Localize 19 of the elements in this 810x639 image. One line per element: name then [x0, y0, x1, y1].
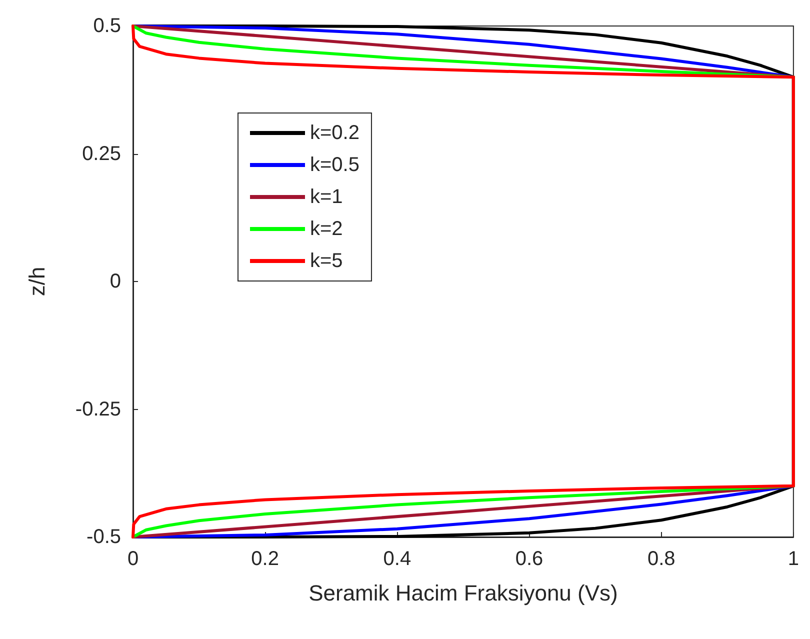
x-tick-label: 1: [788, 548, 799, 570]
y-tick-label: 0: [110, 270, 121, 292]
x-tick-label: 0: [127, 548, 139, 570]
legend-label: k=1: [310, 186, 343, 208]
legend-label: k=0.5: [310, 154, 360, 176]
legend-label: k=0.2: [310, 122, 360, 144]
y-tick-label: -0.5: [86, 526, 121, 548]
line-series: [132, 24, 795, 538]
legend-label: k=5: [310, 250, 343, 272]
x-tick-label: 0.2: [251, 548, 279, 570]
x-tick-label: 0.8: [647, 548, 676, 570]
legend-label: k=2: [310, 218, 343, 240]
x-tick-label: 0.4: [383, 548, 412, 570]
x-tick-label: 0.6: [515, 548, 544, 570]
y-tick-label: 0.25: [82, 142, 121, 165]
y-axis-title: z/h: [24, 266, 50, 296]
x-axis-title: Seramik Hacim Fraksiyonu (Vs): [308, 580, 618, 606]
y-tick-label: -0.25: [75, 398, 121, 420]
y-tick-label: 0.5: [93, 15, 121, 37]
